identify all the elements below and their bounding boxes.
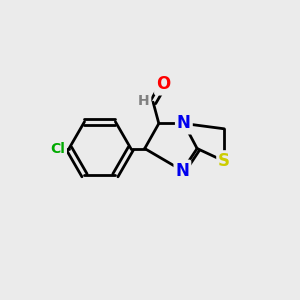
Text: Cl: Cl [50, 142, 65, 155]
Text: O: O [156, 75, 170, 93]
Text: H: H [138, 94, 149, 108]
Text: N: N [177, 115, 191, 133]
Text: O: O [156, 75, 170, 93]
Text: N: N [176, 162, 189, 180]
Text: H: H [138, 94, 149, 108]
Text: S: S [218, 152, 230, 170]
Text: Cl: Cl [50, 142, 65, 155]
